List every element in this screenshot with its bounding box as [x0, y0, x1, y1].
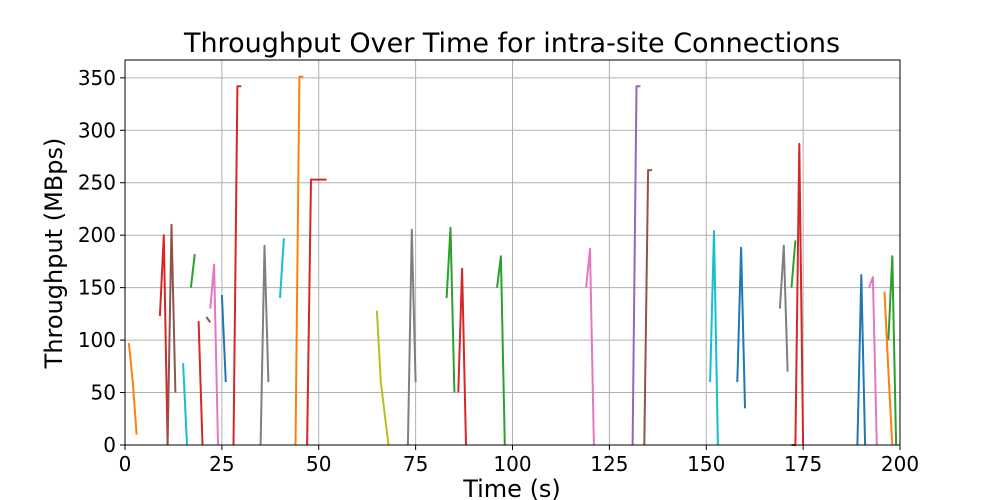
series-line-26 [791, 142, 805, 446]
y-tick-label: 300 [78, 118, 116, 142]
y-tick-label: 350 [78, 66, 116, 90]
x-tick-label: 25 [209, 452, 234, 476]
series-line-7 [205, 316, 212, 323]
series-line-1 [127, 343, 138, 435]
x-tick-label: 175 [784, 452, 822, 476]
series-line-3 [166, 223, 177, 446]
series-line-20 [585, 247, 595, 446]
series-line-28 [856, 274, 867, 446]
series-line-19 [496, 255, 506, 446]
series-line-12 [294, 75, 304, 446]
x-tick-label: 0 [119, 452, 132, 476]
y-tick-label: 100 [78, 328, 116, 352]
series-line-17 [445, 226, 456, 393]
x-tick-label: 50 [306, 452, 331, 476]
x-tick-label: 200 [881, 452, 919, 476]
series-line-23 [709, 230, 719, 446]
series-line-5 [189, 253, 196, 288]
series-line-13 [306, 178, 327, 446]
x-axis-ticks: 0 25 50 75 100 125 150 175 200 [119, 445, 919, 476]
series-line-30 [883, 291, 894, 446]
y-tick-label: 250 [78, 171, 116, 195]
series-line-10 [232, 85, 242, 446]
series-line-18 [457, 267, 467, 446]
x-axis-label: Time (s) [462, 475, 561, 500]
x-tick-label: 150 [687, 452, 725, 476]
series-line-8 [209, 263, 219, 446]
y-axis-label: Throughput (MBps) [40, 138, 68, 370]
series-line-6 [197, 321, 204, 446]
x-tick-label: 125 [590, 452, 628, 476]
chart-title: Throughput Over Time for intra-site Conn… [183, 28, 840, 59]
series-line-16 [406, 228, 417, 446]
series-group [127, 75, 898, 446]
series-line-25 [778, 244, 789, 372]
series-line-4 [182, 363, 188, 446]
y-tick-label: 200 [78, 223, 116, 247]
y-tick-label: 150 [78, 276, 116, 300]
series-line-2 [158, 234, 169, 446]
series-line-21 [631, 85, 641, 446]
series-line-15 [375, 310, 390, 446]
series-line-22 [643, 169, 652, 446]
y-tick-label: 0 [103, 433, 116, 457]
series-line-11 [259, 244, 270, 446]
y-axis-ticks: 0 50 100 150 200 250 300 350 [78, 66, 125, 457]
x-tick-label: 100 [493, 452, 531, 476]
series-line-9 [220, 294, 227, 383]
series-line-31 [868, 276, 878, 446]
series-line-24 [736, 246, 746, 409]
y-tick-label: 50 [91, 381, 116, 405]
series-line-27 [790, 240, 797, 288]
series-line-14 [279, 238, 285, 299]
series-line-29 [887, 255, 898, 446]
x-tick-label: 75 [403, 452, 428, 476]
